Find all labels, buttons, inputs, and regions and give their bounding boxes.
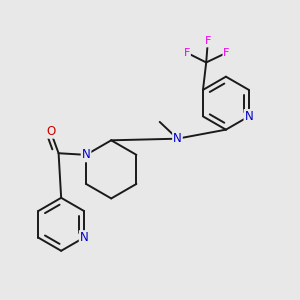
Text: F: F xyxy=(184,48,190,58)
Text: N: N xyxy=(244,110,253,123)
Text: F: F xyxy=(205,36,211,46)
Text: N: N xyxy=(173,132,182,145)
Text: O: O xyxy=(46,125,55,138)
Text: F: F xyxy=(224,48,230,58)
Text: N: N xyxy=(82,148,90,161)
Text: N: N xyxy=(80,231,88,244)
